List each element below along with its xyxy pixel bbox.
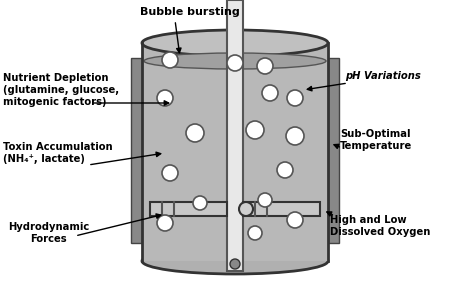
Bar <box>227 0 243 271</box>
Circle shape <box>162 52 178 68</box>
Circle shape <box>186 124 204 142</box>
Bar <box>328 58 339 243</box>
Circle shape <box>227 55 243 71</box>
Circle shape <box>262 85 278 101</box>
Text: Toxin Accumulation
(NH₄⁺, lactate): Toxin Accumulation (NH₄⁺, lactate) <box>3 142 113 164</box>
Circle shape <box>287 90 303 106</box>
Circle shape <box>257 58 273 74</box>
Text: Bubble bursting: Bubble bursting <box>140 7 240 17</box>
Circle shape <box>258 193 272 207</box>
Bar <box>131 58 142 243</box>
Bar <box>150 202 227 216</box>
Text: Sub-Optimal
Temperature: Sub-Optimal Temperature <box>340 129 412 151</box>
Ellipse shape <box>142 248 328 274</box>
Circle shape <box>248 226 262 240</box>
Ellipse shape <box>142 30 328 56</box>
Circle shape <box>287 212 303 228</box>
Circle shape <box>162 165 178 181</box>
Bar <box>243 202 320 216</box>
Circle shape <box>246 121 264 139</box>
Circle shape <box>277 162 293 178</box>
Text: Hydrodynamic
Forces: Hydrodynamic Forces <box>8 222 89 244</box>
Circle shape <box>193 196 207 210</box>
Bar <box>142 43 328 261</box>
Circle shape <box>157 90 173 106</box>
Circle shape <box>239 202 253 216</box>
Text: High and Low
Dissolved Oxygen: High and Low Dissolved Oxygen <box>330 215 430 237</box>
Circle shape <box>230 259 240 269</box>
Text: Nutrient Depletion
(glutamine, glucose,
mitogenic factors): Nutrient Depletion (glutamine, glucose, … <box>3 73 119 107</box>
Ellipse shape <box>144 53 326 69</box>
Text: pH Variations: pH Variations <box>345 71 421 81</box>
Bar <box>142 43 328 261</box>
Circle shape <box>157 215 173 231</box>
Circle shape <box>286 127 304 145</box>
